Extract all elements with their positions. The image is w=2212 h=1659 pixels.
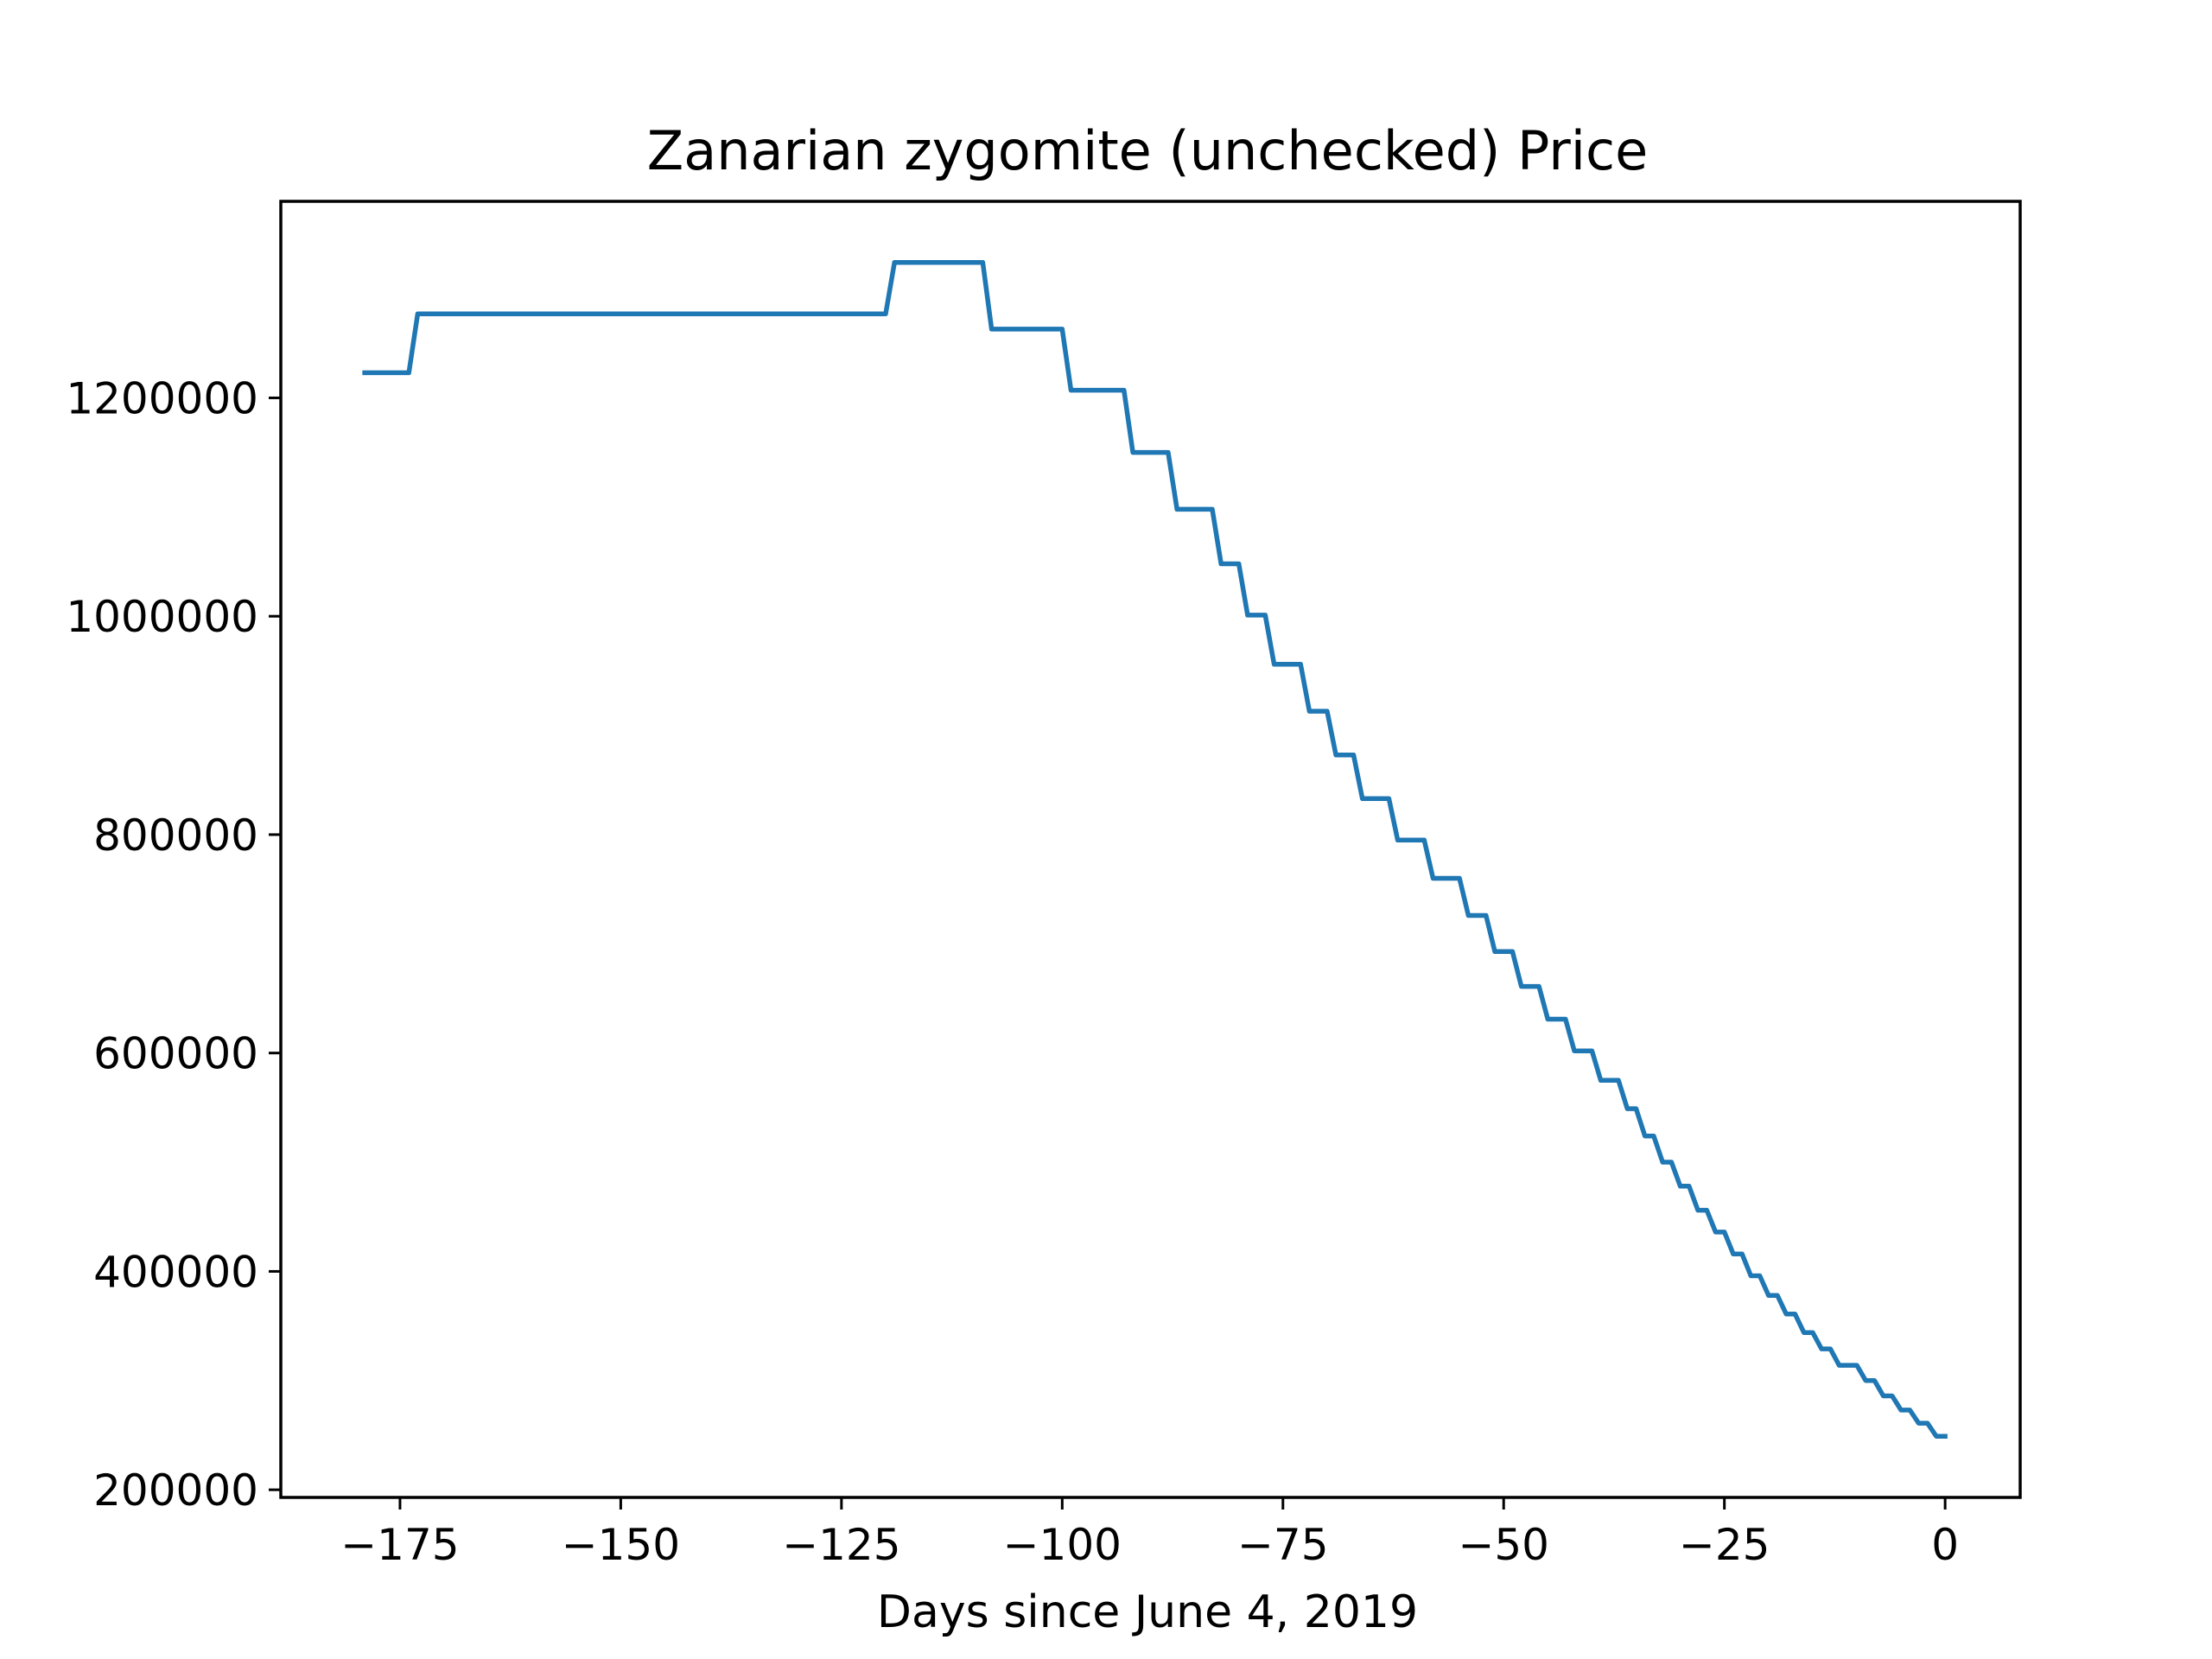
chart-title: Zanarian zygomite (unchecked) Price <box>647 119 1649 182</box>
x-tick-label: −175 <box>340 1520 459 1570</box>
x-tick-label: −125 <box>782 1520 900 1570</box>
x-tick-label: −100 <box>1003 1520 1122 1570</box>
price-series-line <box>362 260 1948 1439</box>
x-tick-label: −75 <box>1237 1520 1329 1570</box>
plot-area-frame <box>279 200 2022 1499</box>
x-tick-label: −150 <box>562 1520 680 1570</box>
axis-ticks: −175 −150 −125 −100 −75 −50 −25 0 200000 400000 60… <box>66 373 1959 1570</box>
x-axis-label: Days since June 4, 2019 <box>877 1586 1418 1638</box>
y-tick-label: 1200000 <box>66 373 258 423</box>
y-tick-label: 400000 <box>93 1247 258 1297</box>
y-tick-label: 200000 <box>93 1465 258 1516</box>
y-tick-label: 1000000 <box>66 592 258 642</box>
x-tick-label: −25 <box>1679 1520 1770 1570</box>
series-layer <box>362 260 1948 1439</box>
y-tick-label: 600000 <box>93 1029 258 1079</box>
x-tick-label: 0 <box>1931 1520 1959 1570</box>
y-tick-label: 800000 <box>93 810 258 861</box>
x-tick-label: −50 <box>1458 1520 1549 1570</box>
